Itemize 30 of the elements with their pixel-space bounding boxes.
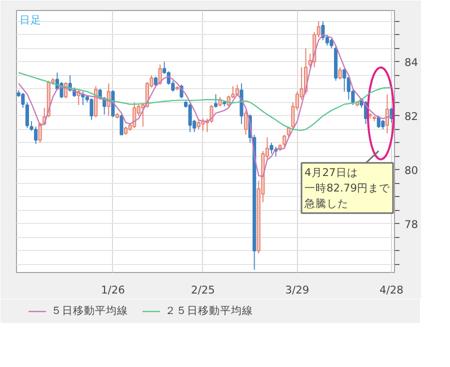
- y-tick-label: 80: [404, 164, 418, 177]
- y-tick-label: 82: [404, 110, 418, 123]
- x-tick-label: 1/26: [100, 284, 126, 296]
- y-tick-label: 78: [404, 218, 418, 231]
- legend-label: ２５日移動平均線: [165, 304, 253, 318]
- candlestick: [132, 102, 136, 128]
- candlestick: [282, 134, 286, 148]
- x-tick-label: 3/29: [285, 284, 310, 296]
- candlestick: [270, 142, 274, 154]
- annotation: 4月27日は一時82.79円まで急騰した: [304, 166, 392, 210]
- candlestick: [381, 119, 385, 130]
- legend-label: ５日移動平均線: [51, 304, 128, 318]
- candlestick: [188, 103, 192, 133]
- x-tick-label: 4/28: [380, 284, 404, 296]
- candlestick: [120, 114, 124, 136]
- candlestick: [25, 102, 29, 128]
- candlestick: [196, 119, 200, 130]
- y-tick-label: 84: [404, 56, 418, 69]
- annotation: 日足: [20, 14, 42, 26]
- candlestick: [376, 115, 380, 128]
- candlestick: [21, 92, 25, 108]
- candlestick: [210, 104, 214, 124]
- candlestick: [330, 38, 334, 49]
- x-tick-label: 2/25: [190, 284, 215, 296]
- candlestick: [244, 110, 248, 136]
- candlestick: [342, 68, 346, 92]
- candlestick: [385, 94, 389, 134]
- candlestick: [338, 66, 342, 80]
- candlestick: [90, 98, 94, 120]
- candlestick: [214, 94, 218, 108]
